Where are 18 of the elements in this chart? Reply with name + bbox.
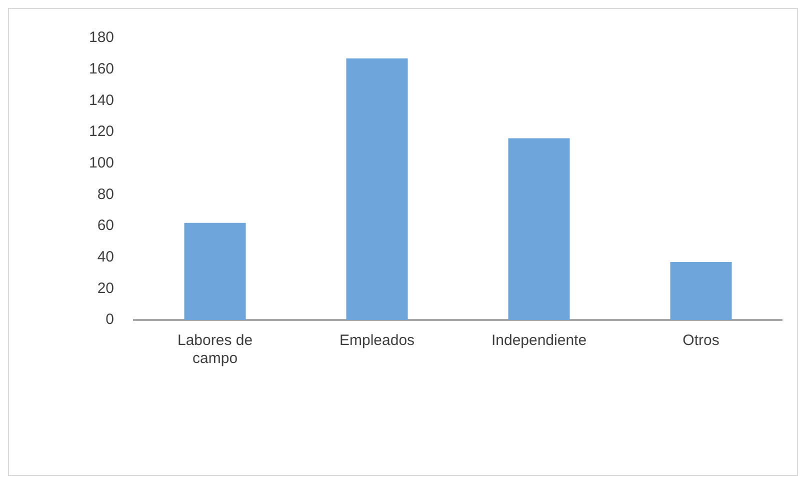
- y-tick-label: 40: [97, 248, 114, 266]
- y-tick-label: 80: [97, 186, 114, 203]
- x-tick-label: Otros: [682, 332, 720, 350]
- bar: [670, 262, 732, 320]
- bar: [508, 138, 570, 320]
- bar: [346, 58, 408, 320]
- y-tick-label: 140: [88, 92, 114, 109]
- y-tick-label: 100: [88, 154, 114, 172]
- x-tick-label: Empleados: [339, 332, 415, 350]
- y-tick-label: 180: [88, 29, 114, 46]
- x-tick-label: Labores de campo: [177, 332, 253, 368]
- y-tick-label: 20: [97, 280, 114, 297]
- y-tick-label: 120: [88, 123, 114, 140]
- x-tick-label: Independiente: [491, 332, 587, 350]
- y-tick-label: 0: [106, 311, 114, 328]
- y-tick-label: 160: [88, 60, 114, 78]
- bar: [184, 222, 246, 320]
- y-tick-label: 60: [97, 217, 114, 234]
